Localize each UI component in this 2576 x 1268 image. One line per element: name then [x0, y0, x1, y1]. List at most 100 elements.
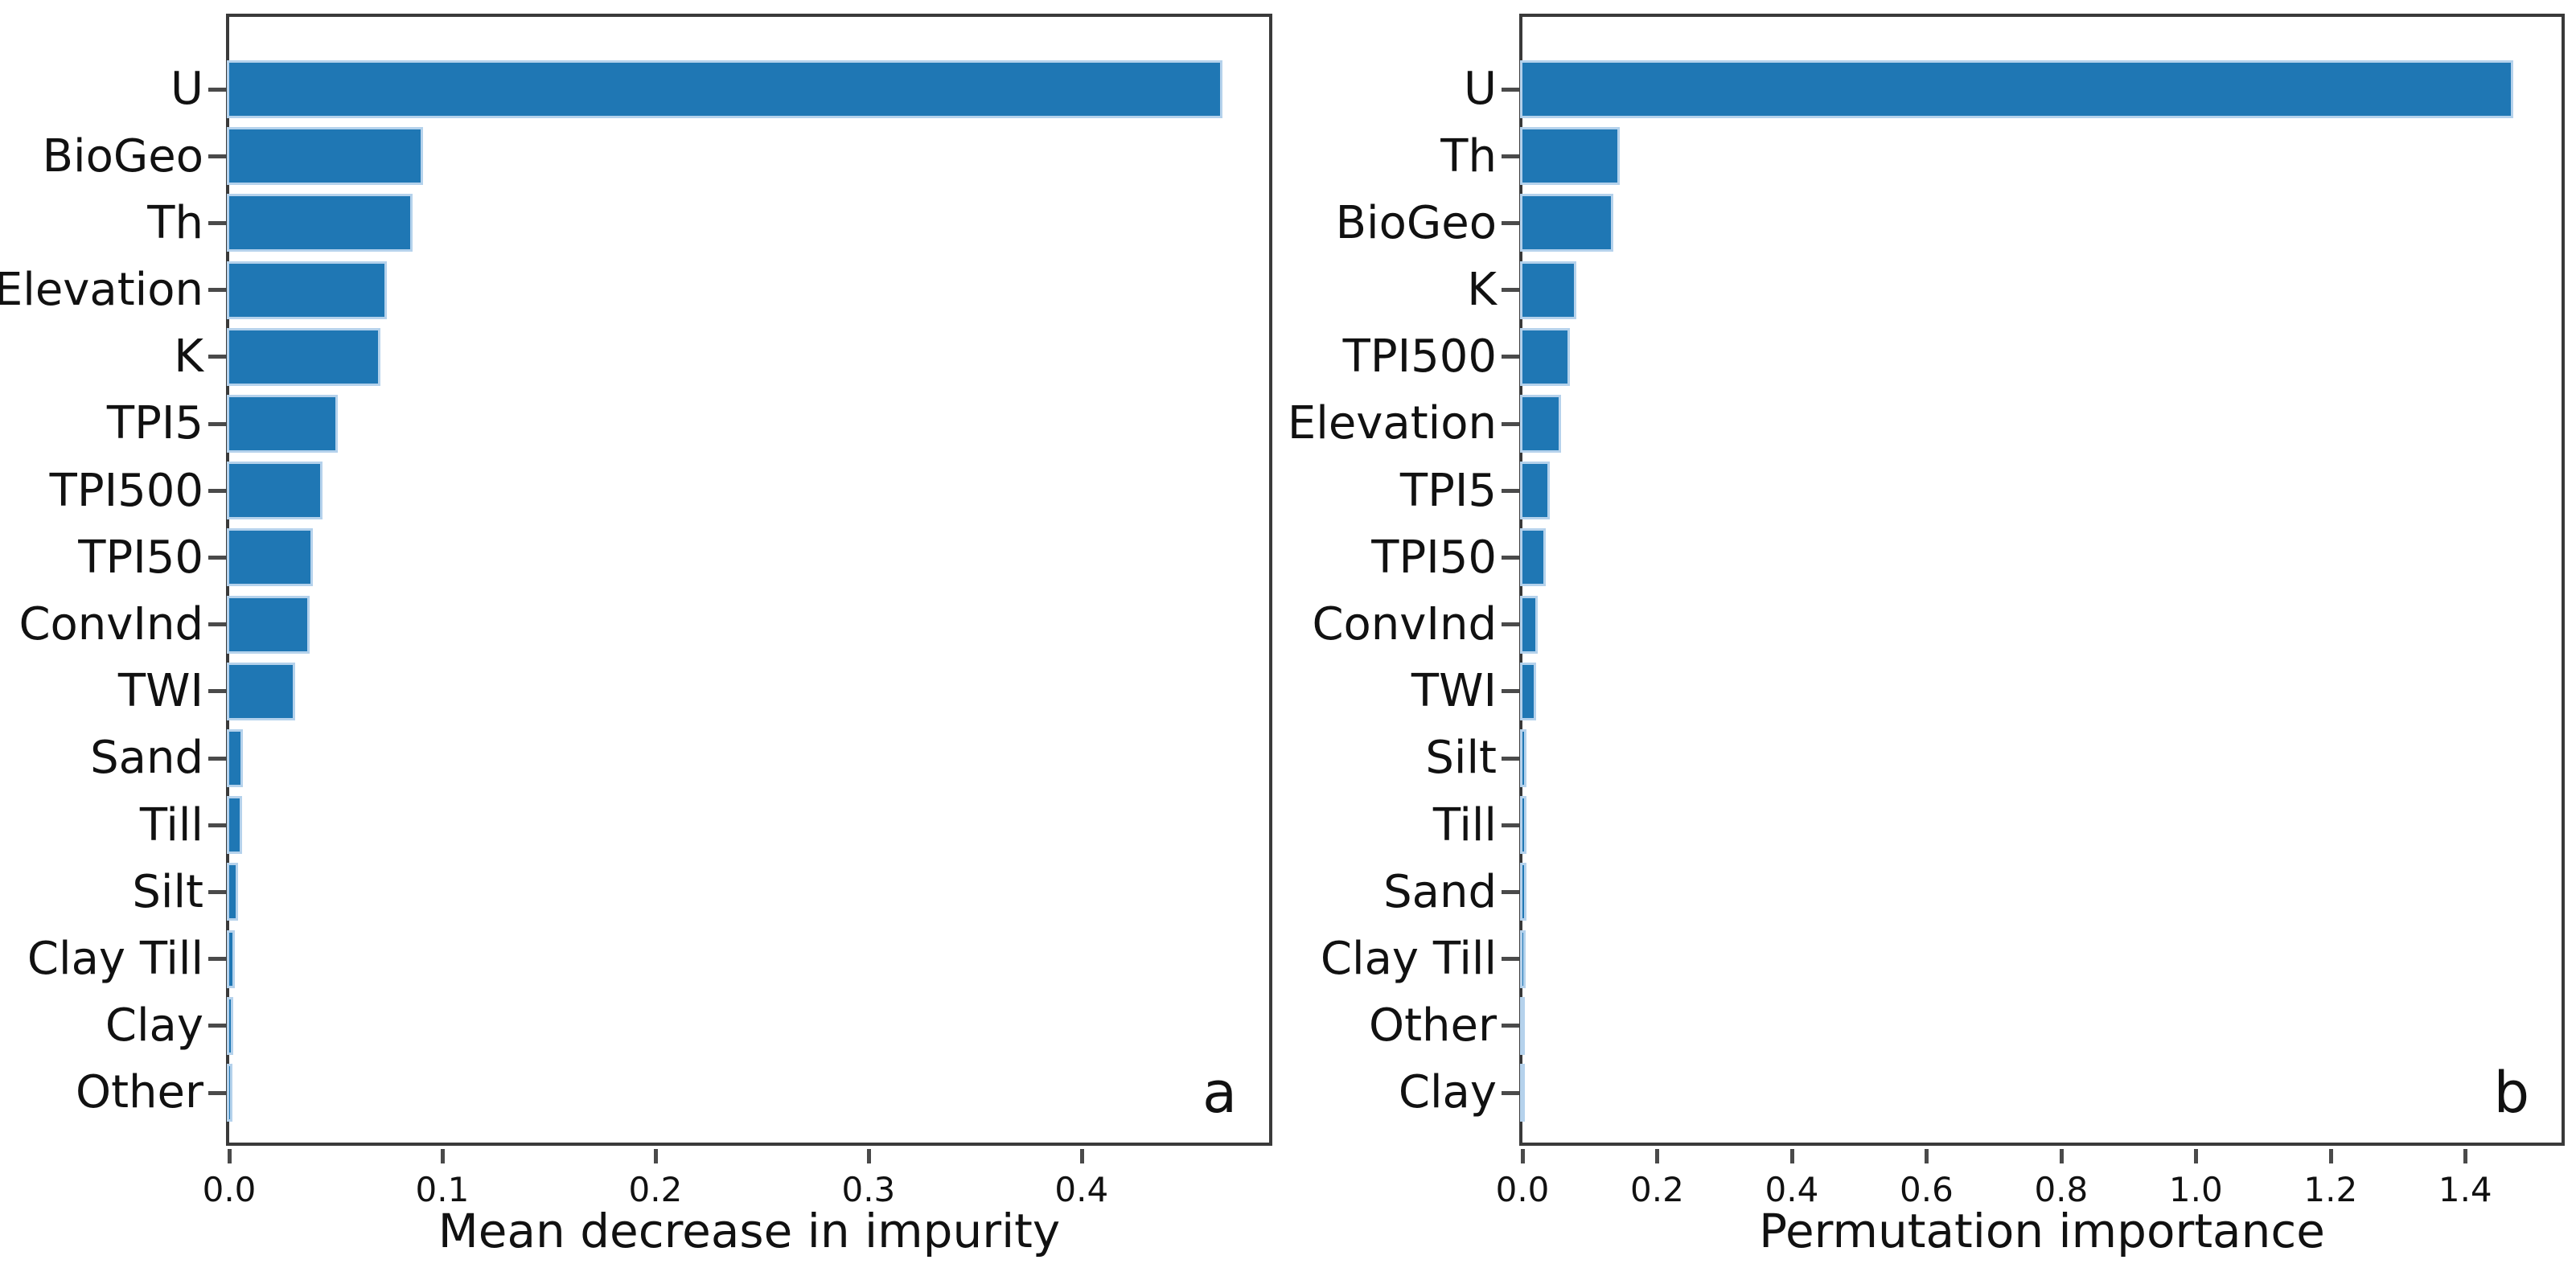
- bar-b-convind: [1520, 595, 1538, 654]
- bar-b-th: [1519, 127, 1621, 186]
- panel-letter-b: b: [2493, 1060, 2529, 1126]
- y-tick-label-elevation: Elevation: [0, 264, 203, 316]
- y-tick-mark: [208, 220, 226, 225]
- x-tick-mark: [1789, 1149, 1794, 1163]
- bar-b-tpi50: [1520, 528, 1546, 587]
- y-tick-mark: [208, 421, 226, 426]
- y-tick-mark: [208, 488, 226, 493]
- y-tick-mark: [1502, 488, 1519, 493]
- y-tick-label-twi: TWI: [117, 665, 203, 718]
- y-tick-label-tpi5: TPI5: [106, 397, 203, 450]
- y-tick-mark: [1502, 622, 1519, 627]
- bar-a-twi: [226, 662, 296, 720]
- bar-a-sand: [226, 729, 244, 787]
- y-tick-mark: [1502, 823, 1519, 827]
- x-tick-label-0.1: 0.1: [415, 1170, 470, 1209]
- bar-b-sand: [1520, 863, 1526, 921]
- y-tick-label-other: Other: [1368, 999, 1497, 1053]
- y-tick-label-other: Other: [75, 1066, 203, 1119]
- x-tick-mark: [440, 1149, 445, 1163]
- y-tick-label-tpi5: TPI5: [1399, 464, 1497, 517]
- x-tick-mark: [866, 1149, 871, 1163]
- y-tick-label-till: Till: [1432, 798, 1497, 851]
- x-tick-label-0.6: 0.6: [1899, 1170, 1954, 1209]
- y-tick-mark: [208, 622, 226, 627]
- y-tick-mark: [208, 355, 226, 359]
- x-tick-label-0.8: 0.8: [2034, 1170, 2089, 1209]
- bar-b-silt: [1520, 729, 1526, 787]
- y-tick-mark: [1502, 756, 1519, 761]
- y-tick-mark: [208, 1090, 226, 1095]
- y-tick-mark: [1502, 355, 1519, 359]
- bar-b-biogeo: [1520, 194, 1613, 252]
- bar-b-elevation: [1519, 395, 1562, 453]
- x-tick-mark: [1655, 1149, 1660, 1163]
- y-tick-mark: [1502, 288, 1519, 293]
- y-tick-label-clay: Clay: [105, 999, 203, 1053]
- y-tick-mark: [208, 957, 226, 962]
- bar-a-other: [227, 1064, 232, 1122]
- y-tick-label-tpi500: TPI500: [49, 464, 203, 517]
- bar-a-k: [226, 327, 381, 386]
- x-tick-label-0.0: 0.0: [1495, 1170, 1550, 1209]
- y-tick-label-convind: ConvInd: [18, 598, 203, 650]
- y-tick-label-clay: Clay: [1398, 1066, 1497, 1119]
- bar-b-k: [1519, 261, 1577, 319]
- bar-a-till: [226, 796, 243, 855]
- y-tick-label-tpi50: TPI50: [78, 531, 203, 584]
- bar-a-clay: [227, 996, 232, 1055]
- y-tick-label-k: K: [1467, 264, 1497, 316]
- x-tick-label-0.0: 0.0: [202, 1170, 257, 1209]
- bar-a-tpi500: [227, 462, 323, 520]
- y-tick-mark: [208, 288, 226, 293]
- bar-a-u: [226, 60, 1223, 118]
- y-tick-mark: [208, 1024, 226, 1028]
- x-tick-label-1.2: 1.2: [2303, 1170, 2358, 1209]
- bar-b-till: [1520, 796, 1526, 855]
- x-tick-label-0.3: 0.3: [841, 1170, 896, 1209]
- x-tick-label-0.4: 0.4: [1054, 1170, 1109, 1209]
- y-tick-mark: [1502, 421, 1519, 426]
- y-tick-mark: [1502, 1024, 1519, 1028]
- y-tick-mark: [1502, 689, 1519, 694]
- y-tick-label-th: Th: [147, 196, 203, 249]
- x-axis-title-b: Permutation importance: [1759, 1204, 2325, 1258]
- x-tick-label-1.4: 1.4: [2438, 1170, 2492, 1209]
- y-tick-label-k: K: [174, 330, 203, 384]
- y-tick-label-clay-till: Clay Till: [27, 933, 203, 985]
- y-tick-mark: [1502, 1090, 1519, 1095]
- bar-a-silt: [227, 863, 238, 921]
- y-tick-mark: [208, 555, 226, 560]
- y-tick-label-elevation: Elevation: [1287, 397, 1497, 450]
- y-tick-mark: [1502, 154, 1519, 158]
- y-tick-mark: [208, 87, 226, 92]
- x-axis-title-a: Mean decrease in impurity: [438, 1204, 1061, 1258]
- y-tick-label-twi: TWI: [1411, 665, 1497, 718]
- y-tick-label-u: U: [1464, 63, 1497, 116]
- y-tick-label-th: Th: [1440, 129, 1497, 183]
- x-tick-mark: [2194, 1149, 2199, 1163]
- x-tick-mark: [1925, 1149, 1929, 1163]
- y-tick-label-sand: Sand: [90, 732, 203, 785]
- y-tick-label-till: Till: [139, 798, 203, 851]
- bar-a-th: [226, 194, 413, 252]
- y-tick-label-biogeo: BioGeo: [42, 129, 203, 183]
- bar-a-biogeo: [226, 127, 424, 186]
- x-tick-label-1.0: 1.0: [2168, 1170, 2223, 1209]
- bar-b-tpi5: [1520, 462, 1550, 520]
- bar-b-twi: [1519, 662, 1537, 720]
- y-tick-label-tpi50: TPI50: [1371, 531, 1497, 584]
- x-tick-mark: [2463, 1149, 2468, 1163]
- y-tick-label-silt: Silt: [1425, 732, 1497, 785]
- y-tick-mark: [1502, 555, 1519, 560]
- y-tick-mark: [208, 154, 226, 158]
- panel-letter-a: a: [1202, 1060, 1237, 1126]
- y-tick-label-clay-till: Clay Till: [1320, 933, 1497, 985]
- y-tick-label-convind: ConvInd: [1312, 598, 1497, 650]
- x-tick-mark: [2059, 1149, 2064, 1163]
- x-tick-label-0.4: 0.4: [1765, 1170, 1819, 1209]
- y-tick-label-sand: Sand: [1383, 865, 1497, 918]
- bar-a-tpi50: [227, 528, 313, 587]
- y-tick-mark: [208, 823, 226, 827]
- y-tick-mark: [208, 689, 226, 694]
